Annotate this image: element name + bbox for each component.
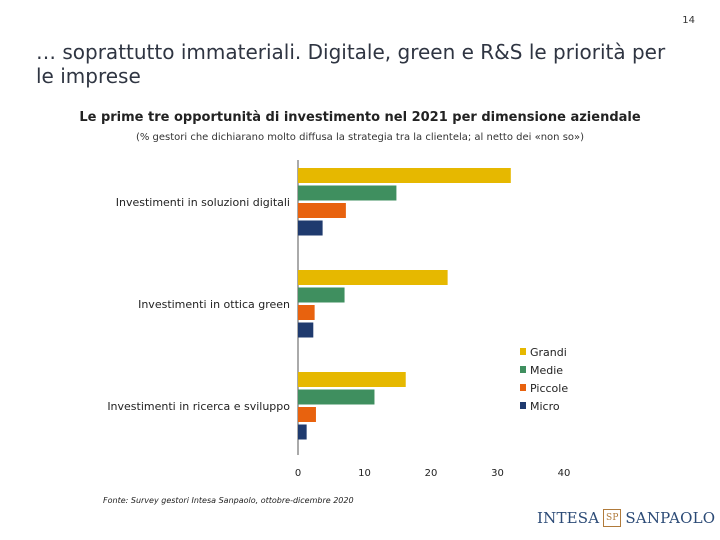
x-tick-label: 30	[491, 468, 504, 479]
bar-medie-3	[298, 389, 375, 405]
bar-piccole-3	[298, 407, 316, 422]
bar-medie-1	[298, 185, 397, 201]
bar-micro-3	[298, 424, 307, 440]
bar-piccole-1	[298, 203, 346, 218]
bar-micro-1	[298, 220, 323, 236]
slide-title: … soprattutto immateriali. Digitale, gre…	[36, 40, 666, 88]
legend-label-piccole: Piccole	[530, 382, 568, 395]
legend-label-micro: Micro	[530, 400, 560, 413]
page-number: 14	[682, 15, 695, 26]
legend-swatch-micro	[520, 402, 526, 409]
bar-piccole-2	[298, 305, 315, 320]
bar-medie-2	[298, 287, 345, 303]
x-tick-label: 20	[425, 468, 438, 479]
logo-text-sanpaolo: SANPAOLO	[625, 509, 716, 527]
x-tick-label: 0	[295, 468, 301, 479]
legend-label-grandi: Grandi	[530, 346, 567, 359]
category-label: Investimenti in ricerca e sviluppo	[107, 400, 290, 413]
logo-text-intesa: INTESA	[537, 509, 600, 527]
chart-subtitle: (% gestori che dichiarano molto diffusa …	[135, 132, 585, 143]
legend-label-medie: Medie	[530, 364, 563, 377]
bar-grandi-2	[298, 270, 448, 285]
category-label: Investimenti in soluzioni digitali	[116, 196, 290, 209]
legend-swatch-medie	[520, 366, 526, 373]
bar-micro-2	[298, 322, 314, 338]
category-label: Investimenti in ottica green	[138, 298, 290, 311]
legend-swatch-piccole	[520, 384, 526, 391]
x-tick-label: 40	[558, 468, 571, 479]
bar-grandi-1	[298, 168, 511, 183]
bar-grandi-3	[298, 372, 406, 387]
x-tick-label: 10	[358, 468, 371, 479]
source-note: Fonte: Survey gestori Intesa Sanpaolo, o…	[103, 496, 354, 505]
chart-title: Le prime tre opportunità di investimento…	[79, 110, 641, 125]
intesa-sanpaolo-logo: INTESA SP SANPAOLO	[537, 508, 715, 528]
legend-swatch-grandi	[520, 348, 526, 355]
logo-mark-icon: SP	[603, 509, 622, 527]
